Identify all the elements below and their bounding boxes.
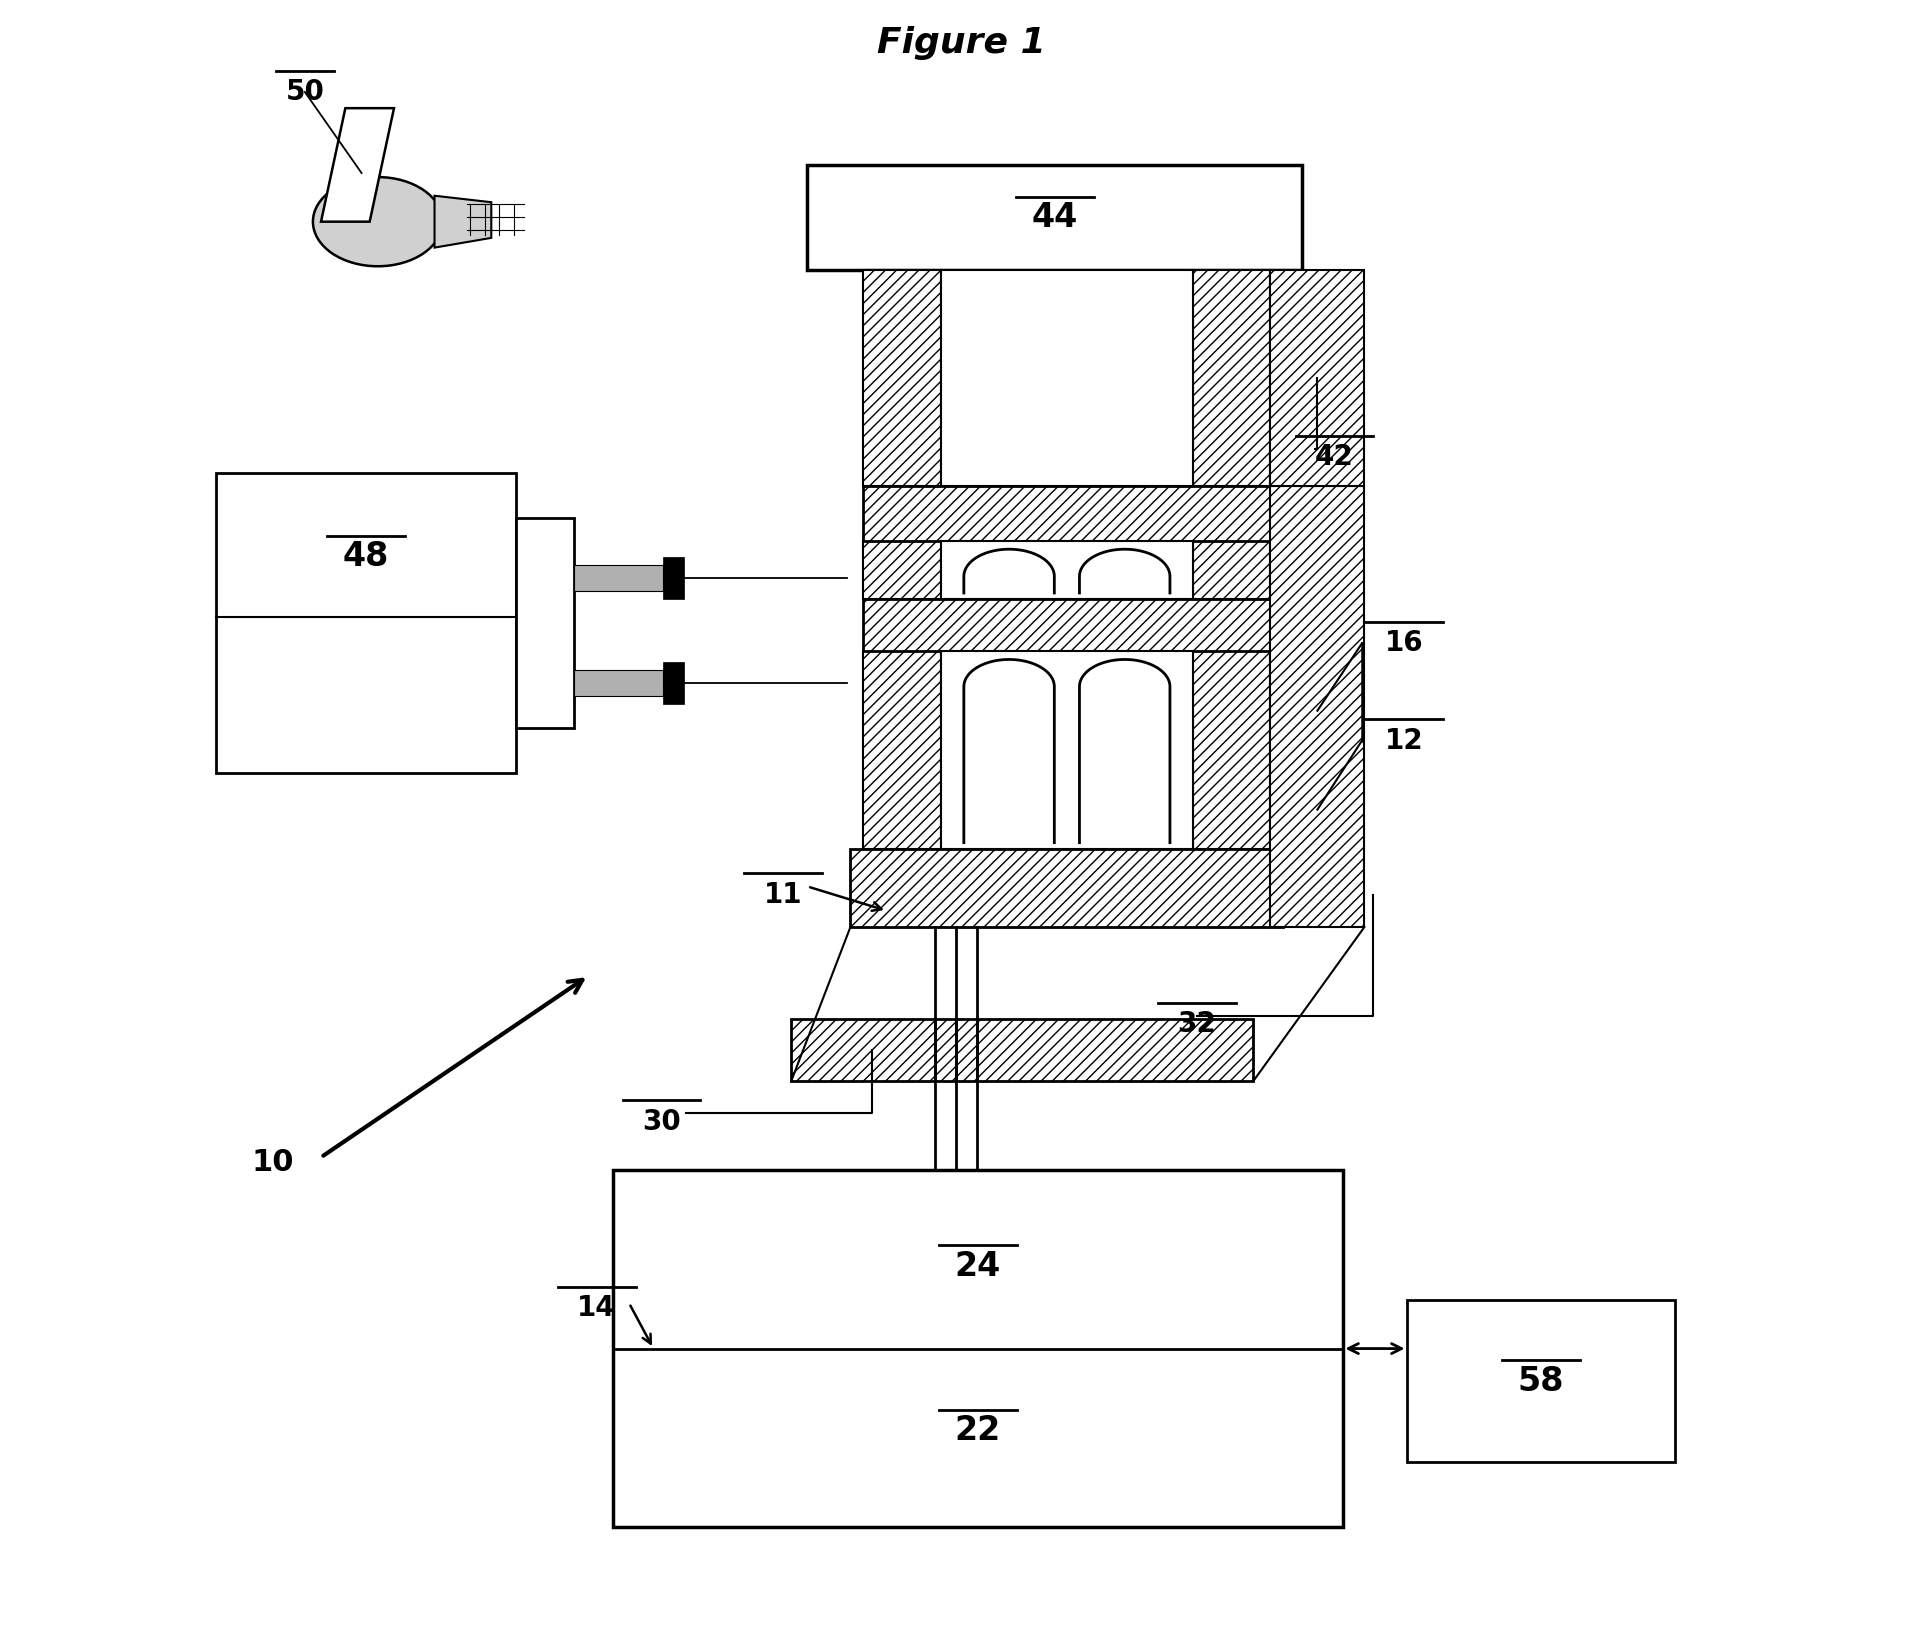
Bar: [1192, 542, 1271, 599]
Bar: [790, 1020, 1254, 1080]
Text: 50: 50: [285, 78, 325, 106]
Bar: [663, 556, 685, 599]
Ellipse shape: [313, 177, 442, 267]
Text: 58: 58: [1517, 1365, 1565, 1398]
Polygon shape: [321, 107, 394, 221]
Bar: [1192, 270, 1271, 486]
Text: 42: 42: [1315, 443, 1354, 470]
Text: 32: 32: [1177, 1010, 1215, 1038]
Bar: [863, 651, 940, 849]
Bar: [863, 599, 1271, 651]
Bar: [613, 1170, 1342, 1526]
Bar: [663, 662, 685, 704]
Bar: [850, 849, 1283, 927]
Text: 12: 12: [1385, 727, 1423, 755]
Bar: [1192, 651, 1271, 849]
Text: 16: 16: [1385, 630, 1423, 657]
Bar: [863, 486, 1271, 542]
Bar: [863, 270, 940, 486]
Text: 48: 48: [342, 540, 388, 573]
Text: 14: 14: [577, 1293, 615, 1323]
Bar: [1271, 270, 1365, 486]
Bar: [1271, 486, 1365, 927]
Text: 30: 30: [642, 1108, 681, 1136]
Bar: [863, 542, 940, 599]
Bar: [515, 519, 573, 727]
Bar: [1408, 1300, 1675, 1463]
Polygon shape: [435, 195, 490, 247]
Bar: [573, 670, 663, 696]
Text: 44: 44: [1031, 202, 1079, 234]
Text: Figure 1: Figure 1: [877, 26, 1046, 60]
Text: 24: 24: [954, 1250, 1000, 1284]
Bar: [215, 473, 515, 773]
Bar: [940, 651, 1192, 849]
Bar: [808, 164, 1302, 270]
Text: 11: 11: [763, 880, 802, 908]
Text: 22: 22: [954, 1414, 1000, 1446]
Bar: [573, 565, 663, 591]
Bar: [940, 542, 1192, 599]
Bar: [940, 270, 1192, 486]
Text: 10: 10: [252, 1147, 294, 1176]
